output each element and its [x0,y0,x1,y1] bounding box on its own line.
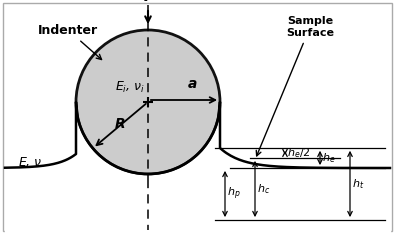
Text: $E_i$, $\nu_i$: $E_i$, $\nu_i$ [115,80,145,95]
Text: $h_e/2$: $h_e/2$ [287,146,310,160]
Text: R: R [115,117,125,131]
Text: Sample
Surface: Sample Surface [256,16,334,156]
Text: $E$, $\nu$: $E$, $\nu$ [18,155,43,169]
Text: $h_t$: $h_t$ [352,177,364,191]
Text: $h_e$: $h_e$ [322,151,335,165]
Circle shape [76,30,220,174]
Text: P: P [143,0,154,4]
Text: $h_p$: $h_p$ [227,186,241,202]
Text: $h_c$: $h_c$ [257,182,270,196]
Text: a: a [188,77,198,91]
Text: Indenter: Indenter [38,23,102,59]
